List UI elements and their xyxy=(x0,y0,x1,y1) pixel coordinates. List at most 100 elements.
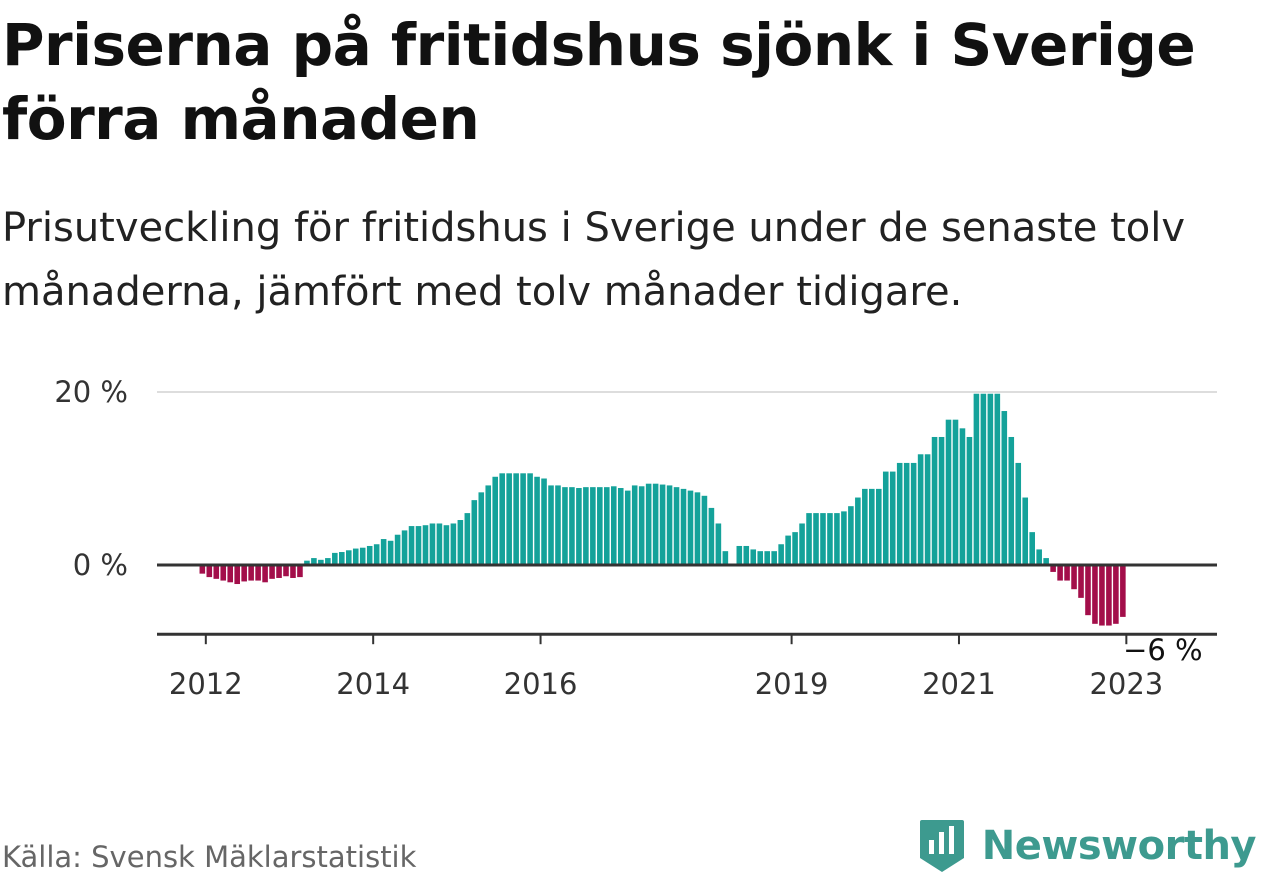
bar xyxy=(590,487,596,565)
bar xyxy=(339,552,345,565)
bar xyxy=(910,462,917,565)
bar xyxy=(555,485,561,565)
bar xyxy=(1057,565,1063,581)
bar xyxy=(422,525,429,565)
bar xyxy=(875,488,882,565)
brand-name: Newsworthy xyxy=(981,823,1257,869)
bar xyxy=(415,526,422,565)
bar xyxy=(478,492,485,565)
bar xyxy=(966,436,973,565)
bar xyxy=(262,565,268,583)
bar xyxy=(436,523,443,565)
bar xyxy=(443,525,450,565)
bar xyxy=(1078,565,1084,598)
bar xyxy=(834,513,840,565)
bar xyxy=(855,497,861,565)
bar xyxy=(276,565,282,578)
bar xyxy=(694,492,701,565)
bar xyxy=(569,487,575,565)
chart-subtitle: Prisutveckling för fritidshus i Sverige … xyxy=(2,205,1186,315)
bar xyxy=(799,523,805,565)
bar xyxy=(750,549,757,565)
bar xyxy=(945,419,952,565)
bar xyxy=(806,513,812,565)
bar xyxy=(387,540,394,565)
label-layer: 20 % 0 % 2012 2014 2016 2019 2021 2023−6 % xyxy=(54,375,1202,701)
bar xyxy=(380,539,387,565)
bar xyxy=(1064,565,1070,581)
bar xyxy=(1106,565,1112,626)
bar xyxy=(666,485,673,565)
bar xyxy=(917,454,924,565)
bar xyxy=(980,393,987,565)
bar xyxy=(659,484,666,565)
x-tick-label: 2021 xyxy=(922,667,996,701)
bar xyxy=(715,523,722,565)
bar xyxy=(792,532,798,565)
bar xyxy=(827,513,833,565)
bar xyxy=(848,506,854,565)
bar xyxy=(610,486,617,565)
bar xyxy=(234,565,240,585)
bar xyxy=(994,393,1001,565)
bar xyxy=(562,487,568,565)
bar xyxy=(708,507,715,565)
bar xyxy=(624,490,631,565)
bar xyxy=(450,523,457,565)
bar xyxy=(506,473,512,565)
bar xyxy=(304,560,310,565)
bar xyxy=(757,551,764,565)
brand-logo: Newsworthy xyxy=(918,818,1257,874)
bar xyxy=(429,523,436,565)
bar xyxy=(499,473,505,565)
bar xyxy=(408,526,415,565)
bar xyxy=(583,487,589,565)
bar xyxy=(283,565,289,577)
bar xyxy=(924,454,931,565)
bar xyxy=(771,551,777,565)
bar xyxy=(785,535,791,565)
bar xyxy=(903,462,910,565)
bar xyxy=(680,488,687,565)
bar xyxy=(652,483,659,565)
bar xyxy=(311,558,317,565)
x-tick-label: 2014 xyxy=(336,667,410,701)
bar xyxy=(485,485,492,565)
bar xyxy=(1092,565,1098,624)
bar xyxy=(325,558,331,565)
bar xyxy=(366,545,373,565)
bar xyxy=(520,473,526,565)
bar xyxy=(1015,462,1022,565)
y-tick-label: 20 % xyxy=(54,375,128,409)
bar xyxy=(862,488,868,565)
bar xyxy=(931,436,938,565)
bar xyxy=(394,534,401,565)
chart-title: Priserna på fritidshus sjönk i Sverige f… xyxy=(2,11,1196,153)
bar xyxy=(841,511,847,565)
bar xyxy=(527,473,533,565)
bar xyxy=(673,487,680,565)
bar xyxy=(471,500,478,565)
bars-layer xyxy=(199,393,1126,626)
bar xyxy=(938,436,945,565)
bar xyxy=(896,462,903,565)
bar xyxy=(987,393,994,565)
x-tick-label: 2019 xyxy=(755,667,829,701)
bar xyxy=(889,471,896,565)
bar xyxy=(1099,565,1105,626)
bar xyxy=(248,565,254,581)
bar xyxy=(882,471,889,565)
bar xyxy=(297,565,303,578)
bar xyxy=(206,565,213,578)
bar xyxy=(959,428,966,565)
newsworthy-logo-icon xyxy=(919,820,964,872)
bar xyxy=(631,485,638,565)
bar xyxy=(1036,549,1042,565)
bar xyxy=(736,545,743,565)
x-tick-label: 2012 xyxy=(169,667,243,701)
bar xyxy=(820,513,826,565)
axis-layer xyxy=(157,563,1217,645)
bar xyxy=(241,565,247,582)
bar xyxy=(764,551,770,565)
bar xyxy=(541,478,547,565)
